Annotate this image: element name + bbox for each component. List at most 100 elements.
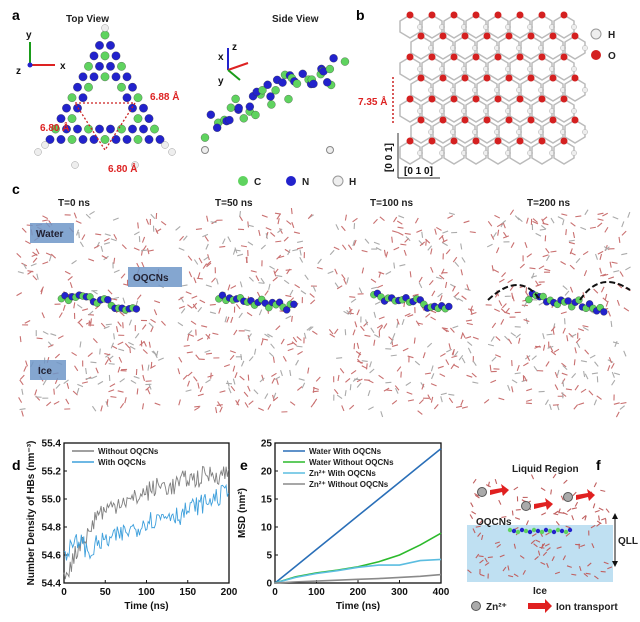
water-molecule: [230, 316, 234, 323]
water-molecule: [292, 336, 298, 343]
oxygen-atom-icon: [591, 50, 601, 60]
water-molecule: [434, 228, 437, 235]
oxygen-atom: [450, 137, 458, 145]
water-molecule: [494, 308, 500, 313]
hydrogen-atom: [571, 150, 577, 156]
panel-label-d: d: [12, 457, 21, 473]
water-molecule: [370, 327, 375, 334]
water-molecule: [496, 223, 503, 228]
water-molecule: [392, 344, 399, 347]
water-molecule: [523, 319, 530, 322]
x-tick-label: 100: [138, 587, 155, 598]
water-molecule: [535, 280, 540, 287]
water-molecule: [161, 320, 166, 326]
water-molecule: [299, 256, 304, 263]
water-molecule: [154, 300, 161, 304]
water-molecule: [58, 312, 63, 318]
panel-label-f: f: [596, 457, 601, 473]
water-molecule: [458, 354, 464, 361]
direction-001: [0 0 1]: [384, 143, 395, 172]
water-molecule: [150, 361, 153, 368]
liquid-region-label: Liquid Region: [512, 464, 579, 475]
water-molecule: [178, 296, 184, 301]
atom: [106, 124, 115, 134]
oxygen-atom: [428, 53, 436, 61]
legend-label: Water With OQCNs: [309, 447, 382, 456]
water-molecule: [186, 334, 190, 341]
water-molecule: [357, 351, 361, 358]
oqcn-atom: [539, 292, 547, 301]
hexagon-ring: [410, 35, 432, 60]
water-molecule: [271, 377, 276, 384]
water-molecule: [31, 253, 38, 257]
water-molecule: [41, 312, 45, 319]
water-molecule: [523, 375, 528, 382]
water-molecule: [264, 333, 270, 338]
atom: [71, 161, 79, 169]
water-molecule: [461, 257, 466, 263]
water-molecule: [268, 283, 271, 290]
water-molecule: [103, 325, 110, 330]
water-molecule: [513, 573, 519, 578]
atom-legend-a: C N H: [238, 175, 356, 188]
water-molecule: [121, 244, 127, 250]
hexagon-ring: [553, 14, 575, 39]
water-molecule: [300, 290, 307, 295]
water-molecule: [572, 491, 577, 497]
distance-label: 6.88 Å: [150, 90, 179, 103]
water-molecule: [210, 221, 217, 224]
atom: [34, 148, 42, 156]
atom: [323, 78, 332, 87]
oqcn-atom: [547, 528, 553, 534]
water-molecule: [364, 334, 371, 337]
water-molecule: [485, 484, 491, 488]
hexagon-ring: [476, 77, 498, 102]
water-molecule: [460, 333, 464, 340]
hydrogen-atom: [582, 45, 588, 51]
water-molecule: [484, 562, 490, 566]
water-molecule: [430, 396, 434, 403]
atom: [206, 110, 215, 119]
ion-transport-arrow-icon: [528, 599, 552, 613]
water-molecule: [597, 212, 604, 215]
water-molecule: [136, 388, 139, 395]
water-molecule: [392, 230, 399, 234]
atom: [78, 135, 88, 144]
water-molecule: [524, 291, 530, 297]
water-molecule: [451, 355, 458, 359]
water-molecule: [230, 385, 236, 392]
water-molecule: [222, 238, 226, 245]
water-molecule: [438, 234, 444, 240]
zn-ion-icon: [471, 601, 481, 611]
water-molecule: [498, 278, 505, 283]
water-molecule: [85, 367, 87, 375]
water-molecule: [337, 374, 340, 382]
water-molecule: [598, 515, 600, 521]
water-molecule: [345, 377, 351, 383]
water-molecule: [530, 474, 535, 480]
water-molecule: [358, 287, 363, 294]
y-tick-label: 20: [261, 467, 273, 478]
water-molecule: [226, 316, 230, 323]
water-molecule: [286, 342, 294, 346]
water-molecule: [594, 361, 599, 367]
water-molecule: [533, 365, 538, 372]
water-molecule: [470, 502, 474, 508]
water-molecule: [133, 231, 140, 236]
y-tick-label: 55.2: [42, 467, 62, 478]
water-molecule: [197, 393, 204, 397]
water-molecule: [373, 311, 377, 318]
water-molecule: [64, 270, 71, 275]
water-molecule: [505, 307, 510, 314]
water-molecule: [238, 312, 243, 319]
water-molecule: [137, 222, 139, 229]
water-molecule: [574, 384, 579, 391]
water-molecule: [503, 231, 508, 238]
water-molecule: [264, 393, 269, 400]
water-molecule: [361, 267, 365, 274]
water-molecule: [40, 288, 44, 295]
atom: [263, 80, 272, 89]
hexagon-ring: [454, 77, 476, 102]
top-view-title: Top View: [66, 14, 109, 25]
water-molecule: [76, 387, 80, 394]
